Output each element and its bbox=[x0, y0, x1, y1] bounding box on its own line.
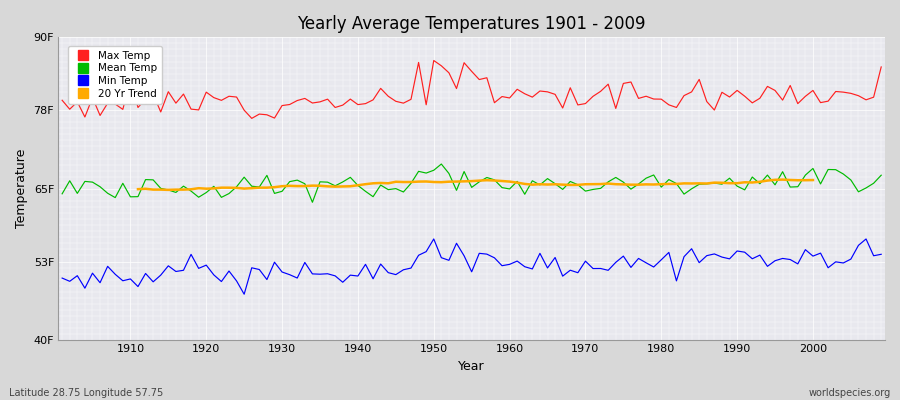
Text: worldspecies.org: worldspecies.org bbox=[809, 388, 891, 398]
Legend: Max Temp, Mean Temp, Min Temp, 20 Yr Trend: Max Temp, Mean Temp, Min Temp, 20 Yr Tre… bbox=[68, 46, 162, 104]
X-axis label: Year: Year bbox=[458, 360, 485, 373]
Y-axis label: Temperature: Temperature bbox=[15, 149, 28, 228]
Text: Latitude 28.75 Longitude 57.75: Latitude 28.75 Longitude 57.75 bbox=[9, 388, 163, 398]
Title: Yearly Average Temperatures 1901 - 2009: Yearly Average Temperatures 1901 - 2009 bbox=[297, 15, 646, 33]
